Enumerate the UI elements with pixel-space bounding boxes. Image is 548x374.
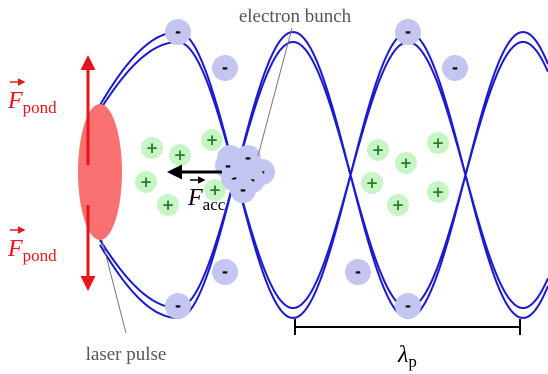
symbol: λ — [397, 342, 408, 368]
wavelength-label: λp — [397, 342, 417, 371]
electron-sign: - — [452, 59, 458, 77]
laser-pulse — [78, 104, 122, 240]
ion-sign: + — [372, 141, 385, 159]
ion-sign: + — [366, 174, 379, 192]
svg-text:Fpond: Fpond — [7, 88, 57, 117]
electron-sign: - — [175, 23, 181, 41]
electron-sign: - — [355, 263, 361, 281]
electron-sign: - — [405, 297, 411, 315]
ion-sign: + — [432, 134, 445, 152]
electron-sign: - — [405, 23, 411, 41]
electron-sign: - — [225, 157, 231, 175]
electron-sign: - — [175, 297, 181, 315]
wavelength-bar — [295, 319, 520, 335]
svg-text:Fpond: Fpond — [7, 236, 57, 265]
wake-line — [100, 32, 548, 318]
pond-label: Fpond — [7, 230, 57, 265]
wake-line — [100, 32, 548, 318]
electron-sign: - — [222, 263, 228, 281]
ion-sign: + — [392, 196, 405, 214]
symbol: F — [7, 88, 23, 114]
ion-sign: + — [162, 196, 175, 214]
subscript: pond — [23, 98, 58, 117]
leader-line — [102, 240, 126, 333]
electron-sign: - — [245, 149, 251, 167]
ion-sign: + — [146, 139, 159, 157]
pond-label: Fpond — [7, 82, 57, 117]
ion-sign: + — [174, 146, 187, 164]
electron-sign: - — [240, 181, 246, 199]
wake-lines — [100, 32, 548, 318]
symbol: F — [7, 236, 23, 262]
subscript: p — [408, 352, 417, 371]
ion-sign: + — [432, 183, 445, 201]
electron-bunch-label: electron bunch — [239, 6, 352, 27]
electron-sign: - — [222, 59, 228, 77]
ion-sign: + — [140, 173, 153, 191]
ion-sign: + — [400, 154, 413, 172]
symbol: F — [187, 185, 203, 211]
laser-pulse-label: laser pulse — [86, 344, 167, 365]
particles: ++++++++++++--------------- — [135, 19, 468, 319]
ion-sign: + — [206, 131, 219, 149]
subscript: acc — [203, 195, 226, 214]
subscript: pond — [23, 246, 58, 265]
diagram: ++++++++++++--------------- electron bun… — [0, 0, 548, 374]
